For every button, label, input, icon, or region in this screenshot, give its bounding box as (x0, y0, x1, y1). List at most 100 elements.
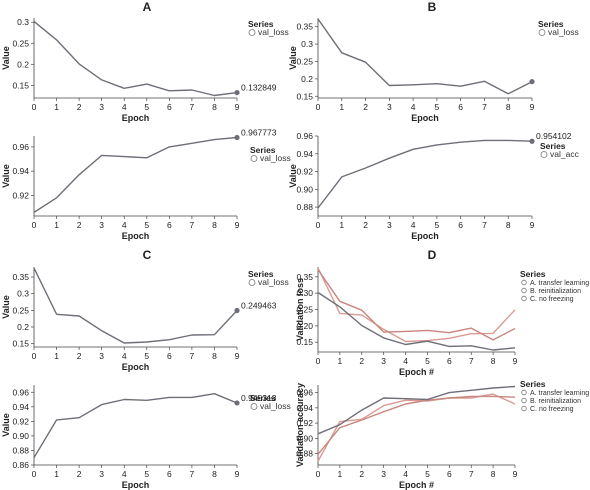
legend-marker-d1 (521, 287, 527, 294)
series-line-d1 (317, 269, 516, 341)
x-tick-label-c2: 7 (190, 469, 195, 479)
chart-a2: 0 1 2 3 4 5 6 7 8 9 0.92 0.94 0.96 Epoch Value 0.967773… (1, 127, 291, 241)
y-tick-label-b1: 0.2 (301, 74, 313, 84)
y-tick-label-d2: 0.90 (296, 433, 313, 443)
y-tick-label-c2: 0.86 (12, 460, 29, 470)
end-value-label-a1: 0.132849 (241, 83, 277, 93)
y-tick-label-d1: 0.35 (296, 272, 313, 282)
series-line-d1 (317, 291, 516, 351)
end-point-c2 (234, 400, 240, 406)
end-point-b1 (529, 79, 535, 85)
x-tick-label-d1: 5 (425, 356, 430, 366)
x-tick-label-a1: 5 (144, 102, 149, 112)
legend-marker-a1 (248, 29, 256, 36)
x-tick-label-c1: 5 (144, 351, 149, 361)
x-tick-label-b1: 0 (316, 102, 321, 112)
x-tick-label-c2: 2 (77, 469, 82, 479)
x-tick-label-c1: 6 (167, 351, 172, 361)
x-tick-label-b2: 4 (411, 220, 416, 230)
x-tick-label-d2: 7 (469, 469, 474, 479)
x-tick-label-b2: 7 (482, 220, 487, 230)
y-axis-title-c1: Value (1, 295, 11, 319)
legend-label-d1: C. no freezing (530, 296, 574, 303)
y-tick-label-b1: 0.3 (301, 39, 313, 49)
x-tick-label-a2: 7 (190, 220, 195, 230)
x-tick-label-d2: 8 (491, 469, 496, 479)
y-tick-label-b2: 0.94 (296, 149, 313, 159)
series-line-c1 (33, 267, 238, 344)
y-tick-label-c2: 0.94 (12, 402, 29, 412)
x-tick-label-b1: 6 (458, 102, 463, 112)
legend-label-a2: val_loss (260, 153, 291, 163)
y-tick-label-c1: 0.35 (12, 272, 29, 282)
y-tick-label-a2: 0.96 (12, 142, 29, 152)
x-tick-label-d2: 0 (316, 469, 321, 479)
x-tick-label-c2: 1 (54, 469, 59, 479)
x-tick-label-c2: 0 (32, 469, 37, 479)
x-tick-label-c2: 5 (144, 469, 149, 479)
x-tick-label-b2: 0 (316, 220, 321, 230)
x-tick-label-b1: 3 (387, 102, 392, 112)
legend-marker-c2 (250, 403, 258, 410)
legend-label-b1: val_loss (548, 27, 579, 37)
legend-label-c1: val_loss (258, 277, 289, 287)
panel-letter-a: A (143, 0, 152, 14)
x-tick-label-a2: 8 (212, 220, 217, 230)
x-tick-label-d1: 2 (359, 356, 364, 366)
x-tick-label-d1: 3 (381, 356, 386, 366)
y-tick-label-b2: 0.92 (296, 167, 313, 177)
legend-marker-d2 (521, 405, 527, 412)
x-tick-label-d2: 1 (338, 469, 343, 479)
y-tick-label-a2: 0.94 (12, 166, 29, 176)
y-tick-label-c2: 0.90 (12, 431, 29, 441)
x-tick-label-a2: 6 (167, 220, 172, 230)
y-tick-label-b2: 0.90 (296, 184, 313, 194)
x-axis-title-d1: Epoch # (399, 367, 434, 377)
legend-label-d1: B. reinitialization (530, 288, 581, 295)
legend-title-c1: Series (248, 269, 274, 279)
y-tick-label-b2: 0.96 (296, 131, 313, 141)
y-tick-label-a1: 0.25 (12, 38, 29, 48)
chart-d2: 0 1 2 3 4 5 6 7 8 9 0.88 0.90 0.92 0.94 0.96 Epoch # Val… (295, 379, 589, 490)
x-axis-title-c2: Epoch (122, 480, 150, 490)
x-tick-label-b2: 2 (363, 220, 368, 230)
series-line-a1 (33, 20, 238, 97)
chart-b1: 0 1 2 3 4 5 6 7 8 9 0.15 0.2 0.25 0.3 0.35 Epoch Value Se… (288, 18, 579, 123)
end-point-c1 (234, 307, 240, 314)
end-value-label-a2: 0.967773 (241, 127, 277, 137)
legend-marker-a2 (250, 155, 258, 162)
y-tick-label-b1: 0.15 (296, 91, 313, 101)
x-tick-label-c1: 8 (212, 351, 217, 361)
y-axis-title-d2: Validation accuracy (295, 383, 305, 467)
chart-d1: 0 1 2 3 4 5 6 7 8 9 0.15 0.20 0.25 0.30 0.35 Epoch # Val… (295, 267, 589, 377)
x-tick-label-a1: 0 (32, 102, 37, 112)
x-tick-label-c2: 3 (99, 469, 104, 479)
y-tick-label-d2: 0.92 (296, 418, 313, 428)
x-tick-label-b2: 3 (387, 220, 392, 230)
series-line-d2 (317, 395, 516, 455)
x-tick-label-c1: 0 (32, 351, 37, 361)
end-value-label-c2: 0.945313 (241, 393, 277, 403)
x-tick-label-a1: 6 (167, 102, 172, 112)
y-tick-label-b1: 0.35 (296, 22, 313, 32)
x-axis-title-d2: Epoch # (399, 480, 434, 490)
end-point-a1 (234, 89, 240, 96)
panel-letter-d: D (428, 248, 437, 262)
x-tick-label-c1: 3 (99, 351, 104, 361)
end-value-label-b2: 0.954102 (536, 131, 572, 141)
x-tick-label-b1: 5 (435, 102, 440, 112)
x-tick-label-a1: 7 (190, 102, 195, 112)
chart-c1: 0 1 2 3 4 5 6 7 8 9 0.15 0.2 0.25 0.3 0.35 Epoch Value 0.… (1, 267, 289, 372)
series-line-a2 (33, 136, 238, 213)
y-axis-title-b1: Value (288, 46, 298, 70)
y-tick-label-d2: 0.94 (296, 403, 313, 413)
series-line-c2 (33, 393, 238, 459)
x-tick-label-c1: 7 (190, 351, 195, 361)
y-tick-label-d2: 0.88 (296, 449, 313, 459)
